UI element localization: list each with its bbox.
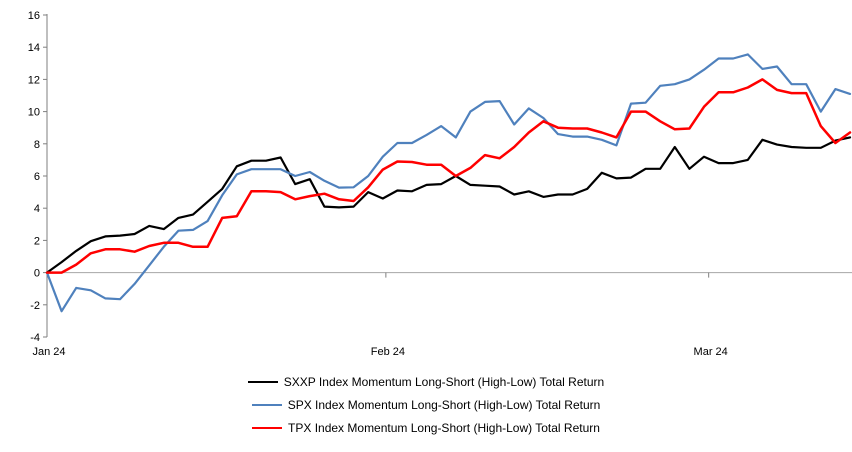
y-axis-tick-label: 8 bbox=[34, 139, 40, 151]
legend-item[interactable]: SXXP Index Momentum Long-Short (High-Low… bbox=[247, 375, 605, 389]
series-line-tpx[interactable] bbox=[45, 78, 852, 274]
y-axis-tick-label: 12 bbox=[28, 74, 40, 86]
legend-label: SXXP Index Momentum Long-Short (High-Low… bbox=[283, 375, 605, 389]
legend-label: SPX Index Momentum Long-Short (High-Low)… bbox=[287, 398, 601, 412]
x-axis-tick-label: Feb 24 bbox=[371, 346, 405, 358]
x-axis-tick-label: Mar 24 bbox=[694, 346, 728, 358]
y-axis-tick-label: 16 bbox=[28, 10, 40, 22]
y-axis-tick-label: 14 bbox=[28, 42, 40, 54]
y-axis-tick-label: -4 bbox=[30, 332, 40, 344]
legend-line-swatch bbox=[247, 381, 278, 383]
legend-item[interactable]: TPX Index Momentum Long-Short (High-Low)… bbox=[252, 421, 600, 435]
y-axis-tick-label: 0 bbox=[34, 268, 40, 280]
legend-label: TPX Index Momentum Long-Short (High-Low)… bbox=[288, 421, 600, 435]
legend-item[interactable]: SPX Index Momentum Long-Short (High-Low)… bbox=[251, 398, 601, 412]
chart-legend: SXXP Index Momentum Long-Short (High-Low… bbox=[0, 375, 852, 435]
x-axis-tick-label: Jan 24 bbox=[32, 346, 65, 358]
y-axis-tick-label: -2 bbox=[30, 300, 40, 312]
y-axis-tick-label: 10 bbox=[28, 107, 40, 119]
series-line-spx[interactable] bbox=[45, 53, 852, 313]
series-line-sxxp[interactable] bbox=[45, 136, 852, 274]
legend-line-swatch bbox=[252, 427, 283, 429]
y-axis-tick-label: 6 bbox=[34, 171, 40, 183]
legend-line-swatch bbox=[251, 404, 282, 406]
y-axis-tick-label: 4 bbox=[34, 203, 40, 215]
y-axis-tick-label: 2 bbox=[34, 235, 40, 247]
